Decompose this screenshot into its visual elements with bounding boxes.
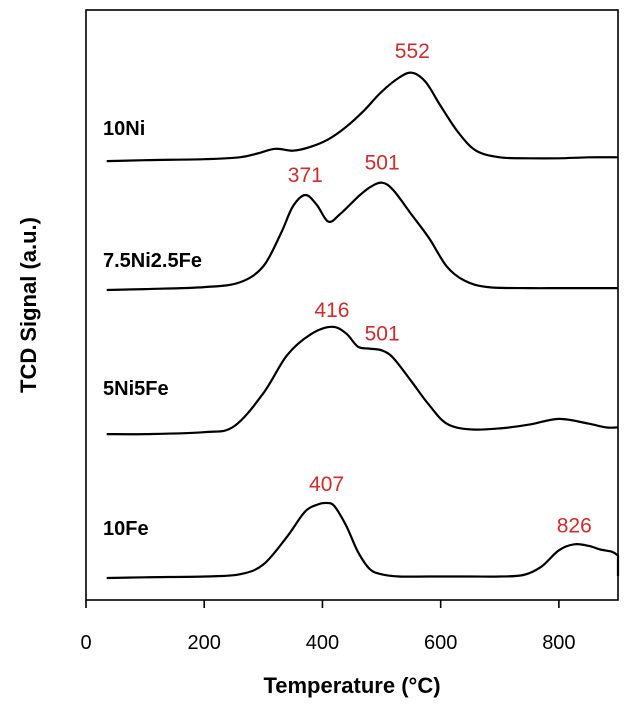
peak-label: 407 (309, 473, 344, 496)
peak-label: 416 (314, 299, 349, 322)
series-curve-1 (106, 181, 618, 292)
series-label-3: 10Fe (103, 518, 149, 540)
series-curve-0 (106, 71, 619, 163)
series-label-1: 7.5Ni2.5Fe (103, 250, 202, 272)
peak-label: 826 (557, 514, 592, 537)
series-label-2: 5Ni5Fe (103, 378, 169, 400)
peak-label: 501 (365, 152, 400, 175)
x-tick-label: 600 (424, 632, 457, 654)
peak-label: 501 (365, 323, 400, 346)
series-labels-group: 10Ni 7.5Ni2.5Fe 5Ni5Fe 10Fe (103, 118, 202, 540)
y-axis-title: TCD Signal (a.u.) (16, 217, 41, 393)
curves-group (106, 71, 620, 580)
series-curve-2 (106, 325, 619, 436)
series-curve-3 (106, 501, 620, 580)
x-tick-label: 200 (188, 632, 221, 654)
x-axis-title: Temperature (°C) (263, 673, 440, 698)
series-label-0: 10Ni (103, 118, 145, 140)
peak-label: 371 (288, 164, 323, 187)
peak-label: 552 (395, 40, 430, 63)
x-axis: 0 200 400 600 800 (80, 600, 576, 654)
x-tick-label: 400 (306, 632, 339, 654)
x-tick-label: 800 (542, 632, 575, 654)
x-tick-label: 0 (80, 632, 91, 654)
plot-frame (85, 9, 619, 601)
peak-labels-group: 552 371 501 416 501 407 826 (288, 40, 592, 538)
